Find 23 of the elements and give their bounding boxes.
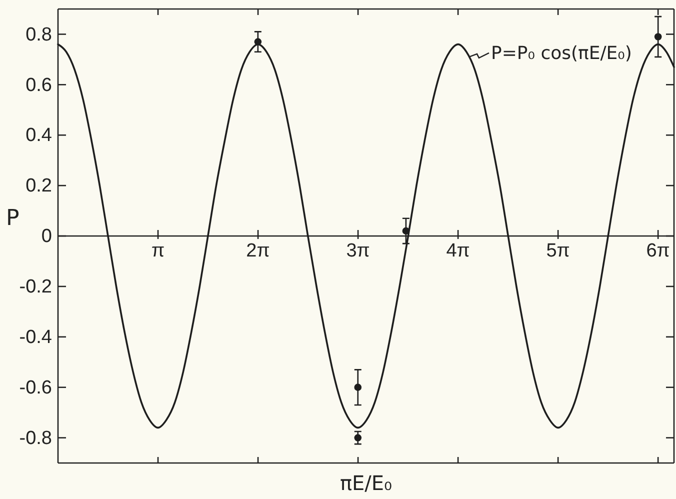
- x-tick-label: 4π: [446, 240, 470, 262]
- point: [654, 33, 662, 40]
- point: [354, 384, 362, 391]
- point: [402, 227, 410, 235]
- y-tick-label: 0.8: [26, 24, 52, 46]
- x-tick-label: 3π: [346, 240, 370, 262]
- x-axis-title: πE/E₀: [340, 471, 392, 495]
- y-tick-label: 0.2: [26, 176, 52, 197]
- y-tick-label: 0.4: [26, 125, 52, 146]
- x-tick-label: 2π: [246, 240, 270, 262]
- y-tick-label: -0.2: [19, 276, 52, 298]
- x-tick-label: 6π: [646, 240, 670, 262]
- y-tick-label: -0.8: [19, 428, 52, 449]
- point: [254, 38, 262, 46]
- y-axis-title: P: [6, 206, 20, 231]
- y-tick-label: 0: [41, 226, 52, 248]
- x-tick-label: 5π: [546, 240, 570, 262]
- y-tick-label: 0.6: [26, 74, 52, 96]
- annotation: P=P₀ cos(πE/E₀): [490, 42, 632, 64]
- point: [354, 434, 362, 442]
- x-tick-label: π: [151, 240, 165, 262]
- y-tick-label: -0.4: [19, 326, 52, 348]
- y-tick-label: -0.6: [19, 377, 52, 398]
